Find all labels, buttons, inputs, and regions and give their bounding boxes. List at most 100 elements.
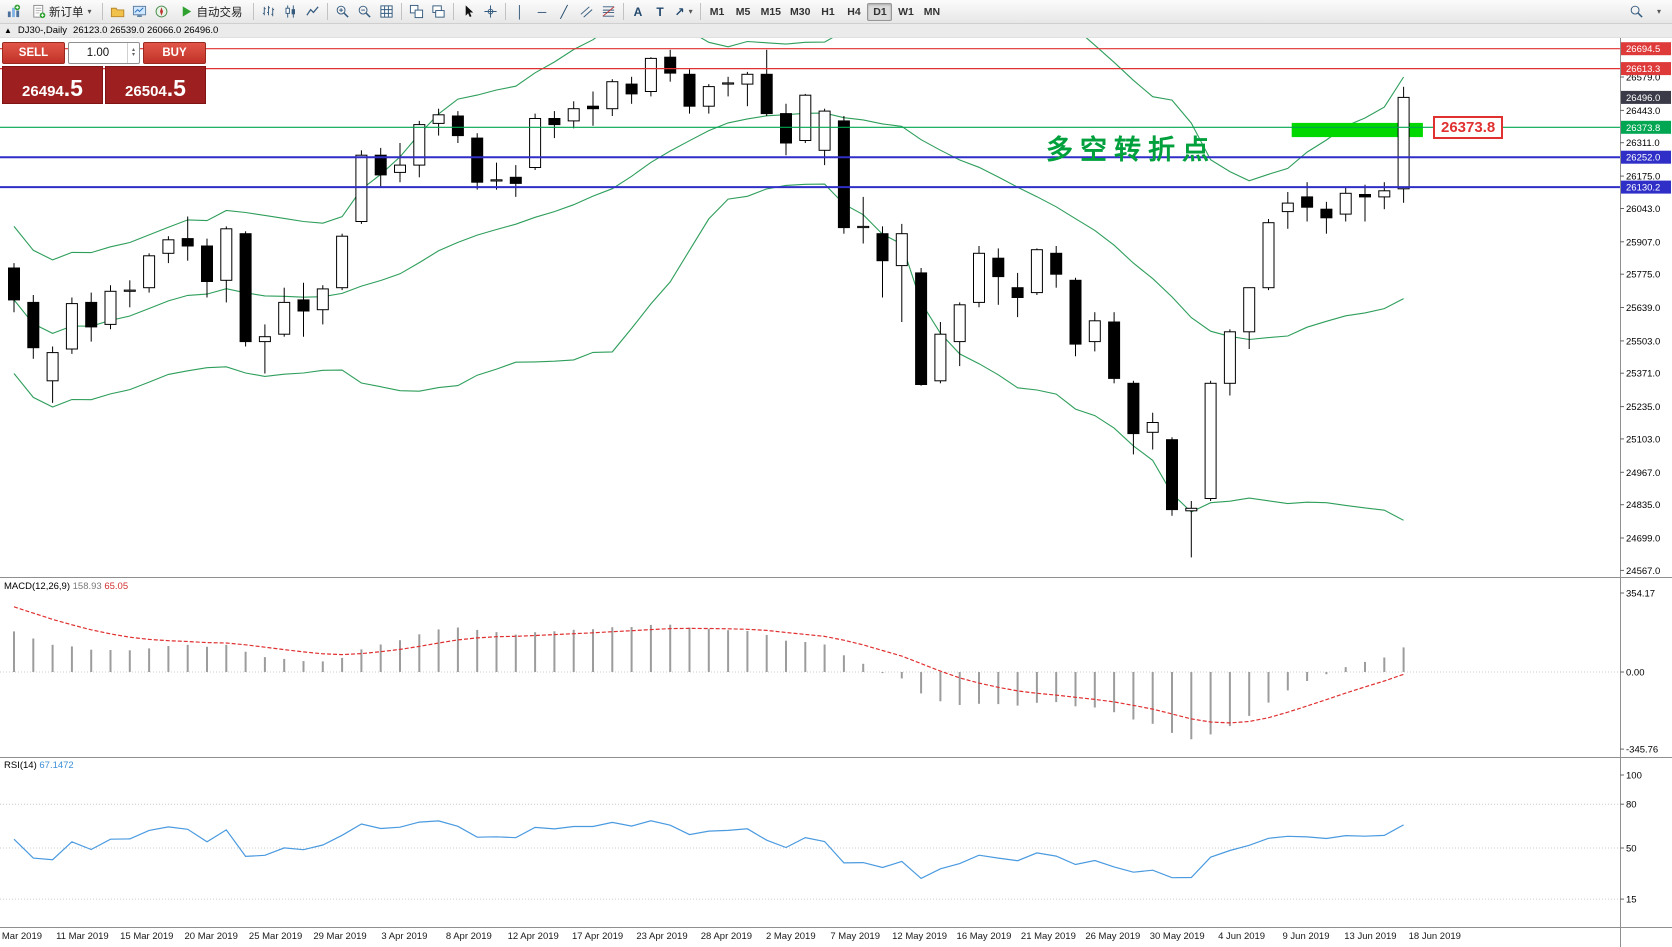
svg-text:26043.0: 26043.0	[1626, 204, 1660, 215]
trendline-button[interactable]: ╱	[554, 2, 575, 22]
svg-text:16 May 2019: 16 May 2019	[957, 931, 1012, 942]
sell-price: 26494	[22, 83, 64, 100]
profiles-button[interactable]	[107, 2, 128, 22]
toolbar-options-button[interactable]: ▾	[1648, 2, 1669, 22]
tile-windows-button[interactable]	[406, 2, 427, 22]
auto-trading-label: 自动交易	[196, 6, 243, 19]
svg-text:12 May 2019: 12 May 2019	[892, 931, 947, 942]
svg-text:29 Mar 2019: 29 Mar 2019	[313, 931, 366, 942]
new-order-label: 新订单	[49, 6, 84, 19]
volume-value: 1.00	[86, 47, 110, 59]
timeframe-button-D1[interactable]: D1	[867, 2, 893, 21]
candlestick-chart-button[interactable]	[280, 2, 301, 22]
toolbar-separator	[252, 3, 254, 20]
vertical-line-icon: │	[516, 4, 524, 19]
svg-text:0.00: 0.00	[1626, 668, 1645, 679]
svg-text:23 Apr 2019: 23 Apr 2019	[636, 931, 687, 942]
svg-text:26579.0: 26579.0	[1626, 73, 1660, 84]
svg-text:2 May 2019: 2 May 2019	[766, 931, 816, 942]
chart-menu-icon[interactable]: ▲	[4, 25, 12, 35]
svg-text:25639.0: 25639.0	[1626, 303, 1660, 314]
svg-text:15: 15	[1626, 895, 1637, 906]
vertical-line-button[interactable]: │	[510, 2, 531, 22]
compass-icon	[155, 5, 167, 18]
new-order-button[interactable]: 新订单 ▾	[25, 2, 98, 22]
svg-text:26694.5: 26694.5	[1626, 44, 1660, 55]
text-label-button[interactable]: T	[650, 2, 671, 22]
trendline-icon: ╱	[560, 4, 568, 19]
tile-windows-icon	[409, 4, 423, 19]
svg-text:26443.0: 26443.0	[1626, 106, 1660, 117]
timeframe-button-H1[interactable]: H1	[815, 3, 840, 21]
line-chart-button[interactable]	[302, 2, 323, 22]
arrows-button[interactable]: ↗ ▾	[672, 2, 696, 22]
toolbar-separator	[622, 3, 624, 20]
buy-price-display[interactable]: 26504.5	[105, 66, 206, 104]
toolbar-separator	[504, 3, 506, 20]
svg-text:26130.2: 26130.2	[1626, 183, 1660, 194]
arrow-icon: ↗	[674, 4, 685, 19]
svg-text:100: 100	[1626, 771, 1642, 782]
timeframe-toolbar: M1 M5 M15 M30 H1 H4 D1 W1 MN	[705, 2, 945, 21]
bar-chart-button[interactable]	[258, 2, 279, 22]
timeframe-button-W1[interactable]: W1	[893, 3, 918, 21]
cascade-windows-button[interactable]	[428, 2, 449, 22]
svg-text:18 Jun 2019: 18 Jun 2019	[1409, 931, 1461, 942]
timeframe-button-M5[interactable]: M5	[731, 3, 756, 21]
buy-button[interactable]: BUY	[143, 42, 206, 64]
navigator-button[interactable]	[151, 2, 172, 22]
indicators-button[interactable]	[376, 2, 397, 22]
sell-button[interactable]: SELL	[2, 42, 65, 64]
main-toolbar: 新订单 ▾ 自动交易 │ ─ ╱ A T ↗ ▾ M1 M5 M15 M30 H1 H4 D1 W…	[0, 0, 1672, 24]
horizontal-line-icon: ─	[537, 4, 547, 19]
svg-text:26613.3: 26613.3	[1626, 64, 1660, 75]
svg-text:26311.0: 26311.0	[1626, 138, 1660, 149]
line-chart-icon	[305, 6, 319, 16]
channel-icon	[580, 6, 592, 18]
timeframe-button-M30[interactable]: M30	[786, 3, 814, 21]
timeframe-button-MN[interactable]: MN	[919, 3, 944, 21]
svg-text:24567.0: 24567.0	[1626, 566, 1660, 577]
svg-text:-345.76: -345.76	[1626, 745, 1658, 756]
svg-text:25103.0: 25103.0	[1626, 434, 1660, 445]
buy-price-frac: .5	[166, 75, 186, 101]
volume-input[interactable]: 1.00 ▴ ▾	[68, 42, 140, 64]
auto-trading-button[interactable]: 自动交易	[173, 2, 249, 22]
channel-button[interactable]	[576, 2, 597, 22]
svg-text:4 Jun 2019: 4 Jun 2019	[1218, 931, 1265, 942]
chart-symbol-title: DJ30-,Daily	[17, 25, 68, 36]
svg-text:25235.0: 25235.0	[1626, 402, 1660, 413]
cursor-button[interactable]	[458, 2, 479, 22]
timeframe-button-M15[interactable]: M15	[757, 3, 785, 21]
svg-text:25503.0: 25503.0	[1626, 336, 1660, 347]
svg-text:26373.8: 26373.8	[1626, 123, 1660, 134]
new-chart-button[interactable]	[3, 2, 24, 22]
chart-ohlc-values: 26123.0 26539.0 26066.0 26496.0	[73, 25, 219, 36]
crosshair-button[interactable]	[480, 2, 501, 22]
sell-price-display[interactable]: 26494.5	[2, 66, 103, 104]
svg-text:26496.0: 26496.0	[1626, 93, 1660, 104]
candlestick-chart-icon	[285, 5, 295, 18]
timeframe-button-H4[interactable]: H4	[841, 3, 866, 21]
svg-text:11 Mar 2019: 11 Mar 2019	[56, 931, 109, 942]
timeframe-button-M1[interactable]: M1	[705, 3, 730, 21]
fibonacci-icon	[602, 6, 614, 17]
horizontal-line-button[interactable]: ─	[532, 2, 553, 22]
one-click-trading-panel: SELL 1.00 ▴ ▾ BUY 26494.5 26504.5	[2, 42, 206, 104]
grid-icon	[379, 5, 393, 18]
text-button[interactable]: A	[628, 2, 649, 22]
toolbar-separator	[400, 3, 402, 20]
chart-canvas[interactable]: 26579.0 26443.0 26311.0 26175.0 26043.0 25907…	[0, 38, 1672, 947]
zoom-out-button[interactable]	[354, 2, 375, 22]
fibonacci-button[interactable]	[598, 2, 619, 22]
volume-spinner[interactable]: ▴ ▾	[127, 43, 139, 63]
spinner-down-icon: ▾	[131, 52, 135, 58]
zoom-in-button[interactable]	[332, 2, 353, 22]
market-watch-button[interactable]	[129, 2, 150, 22]
search-button[interactable]	[1626, 2, 1647, 22]
play-icon	[182, 6, 191, 17]
svg-text:25371.0: 25371.0	[1626, 369, 1660, 380]
toolbar-separator	[326, 3, 328, 20]
svg-text:26175.0: 26175.0	[1626, 172, 1660, 183]
